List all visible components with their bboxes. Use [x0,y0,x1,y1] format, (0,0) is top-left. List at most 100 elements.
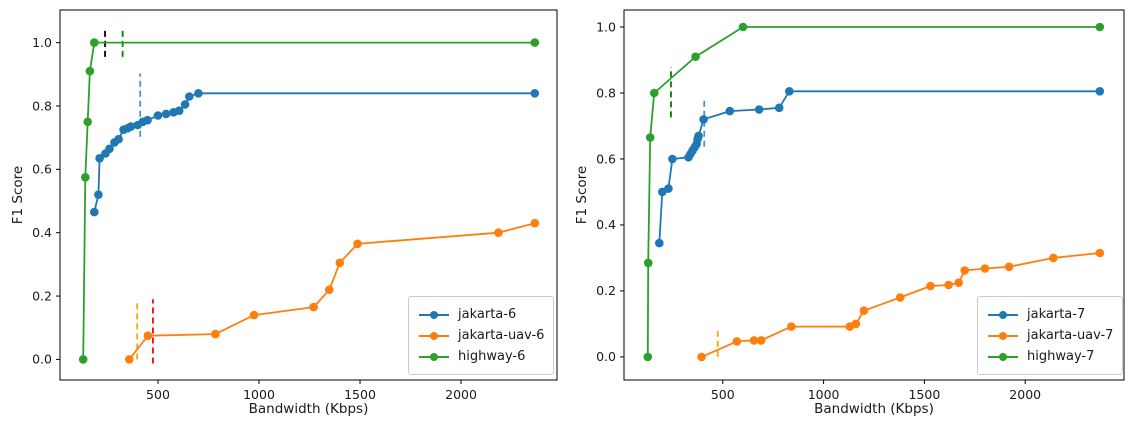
series-line-jakarta-7 [658,90,1101,245]
data-point-jakarta-uav-6 [309,302,318,312]
legend-line-marker-icon [988,331,1018,341]
legend-line-marker-icon [419,352,449,362]
legend-line-marker-icon [419,331,449,341]
data-point-jakarta-uav-6 [353,239,362,249]
y-tick-label: 0.4 [596,217,616,232]
data-point-highway-6 [85,66,95,76]
data-point-jakarta-uav-7 [944,280,953,290]
data-point-jakarta-7 [774,103,784,113]
x-tick-label: 2000 [1009,387,1041,402]
data-point-highway-6 [530,38,540,47]
data-point-jakarta-6 [194,89,203,98]
legend-left: jakarta-6 jakarta-uav-6 highway-6 [408,296,554,375]
legend-label: highway-7 [1027,349,1095,364]
data-point-jakarta-uav-7 [954,278,963,288]
data-point-jakarta-7 [785,87,794,96]
data-point-highway-7 [645,133,655,142]
series-line-jakarta-6 [93,92,536,214]
data-point-jakarta-6 [153,111,163,120]
x-tick-label: 500 [146,387,170,402]
data-point-jakarta-uav-7 [749,336,759,345]
data-point-jakarta-uav-7 [1004,262,1014,272]
x-tick-label: 500 [711,387,735,402]
y-tick-label: 0.6 [32,162,52,177]
data-point-jakarta-uav-6 [211,329,220,339]
legend-item: jakarta-uav-6 [419,325,545,346]
y-tick-label: 0.4 [32,225,52,240]
data-point-jakarta-6 [114,134,123,144]
data-point-jakarta-6 [161,109,171,119]
legend-line-marker-icon [419,310,449,320]
legend-item: jakarta-6 [419,304,543,325]
legend-right: jakarta-7 jakarta-uav-7 highway-7 [977,296,1123,375]
y-axis-label: F1 Score [10,166,26,224]
right-chart-plot-area: 500 1000 1500 2000 0.0 0.2 0.4 0.6 0.8 1.0 Bandwid… [574,9,1125,417]
x-tick-label: 1000 [808,387,840,402]
data-point-jakarta-7 [668,154,677,164]
legend-line-marker-icon [988,352,1018,362]
data-point-jakarta-7 [694,131,703,141]
x-axis-label: Bandwidth (Kbps) [249,401,369,417]
legend-line-marker-icon [988,310,1018,320]
y-tick-label: 0.0 [32,352,52,367]
data-point-jakarta-uav-6 [325,285,334,295]
legend-label: jakarta-7 [1027,307,1086,322]
y-axis-label: F1 Score [574,166,590,224]
legend-label: jakarta-uav-7 [1027,328,1114,343]
data-point-jakarta-6 [174,106,184,115]
data-point-jakarta-6 [94,190,103,199]
x-tick-label: 1500 [344,387,376,402]
data-point-jakarta-7 [699,115,708,124]
data-point-jakarta-7 [664,184,673,193]
data-point-jakarta-6 [105,144,114,154]
plot-border [59,9,558,381]
data-point-highway-6 [81,173,90,182]
data-point-jakarta-uav-7 [1049,253,1058,263]
data-point-jakarta-6 [90,207,99,217]
data-point-jakarta-uav-6 [143,331,153,341]
data-point-jakarta-uav-6 [125,355,134,364]
right-chart: 500 1000 1500 2000 0.0 0.2 0.4 0.6 0.8 1.0 Bandwid… [567,0,1134,432]
data-point-jakarta-uav-7 [895,293,905,302]
series-line-jakarta-uav-6 [128,222,536,361]
data-point-highway-7 [1095,22,1105,32]
data-point-highway-7 [738,22,748,32]
data-point-highway-7 [691,52,700,61]
y-tick-label: 1.0 [596,19,616,34]
left-chart-plot-area: 500 1000 1500 2000 0.0 0.2 0.4 0.6 0.8 1.0 Bandwid… [10,9,558,417]
data-point-jakarta-6 [185,92,194,101]
left-chart: 500 1000 1500 2000 0.0 0.2 0.4 0.6 0.8 1.0 Bandwid… [10,9,558,417]
data-point-highway-7 [643,258,653,268]
data-point-highway-6 [90,38,99,47]
data-point-jakarta-6 [143,115,152,125]
data-point-jakarta-uav-7 [697,352,706,362]
data-point-jakarta-uav-6 [494,228,503,237]
data-point-highway-7 [649,88,659,98]
data-point-jakarta-uav-6 [335,258,345,268]
data-point-highway-7 [643,352,653,362]
data-point-jakarta-uav-7 [732,337,742,346]
x-axis-label: Bandwidth (Kbps) [814,401,934,417]
x-tick-label: 1500 [908,387,940,402]
data-point-jakarta-uav-7 [787,322,796,331]
data-point-highway-6 [83,117,92,127]
data-point-jakarta-7 [725,106,735,116]
y-tick-label: 0.8 [32,98,52,113]
data-point-jakarta-6 [530,89,540,98]
data-point-jakarta-uav-7 [1095,248,1105,258]
y-tick-label: 0.8 [596,85,616,100]
legend-label: jakarta-uav-6 [458,328,545,343]
data-point-jakarta-uav-7 [980,264,990,273]
y-tick-label: 0.0 [596,349,616,364]
y-tick-label: 0.6 [596,151,616,166]
data-point-jakarta-6 [126,122,136,131]
legend-label: jakarta-6 [458,307,517,322]
data-point-jakarta-7 [655,238,664,248]
data-point-jakarta-uav-6 [530,218,540,228]
data-point-jakarta-6 [180,100,190,109]
legend-item: jakarta-uav-7 [988,325,1114,346]
legend-item: highway-6 [419,346,543,367]
legend-item: highway-7 [988,346,1112,367]
legend-label: highway-6 [458,349,526,364]
